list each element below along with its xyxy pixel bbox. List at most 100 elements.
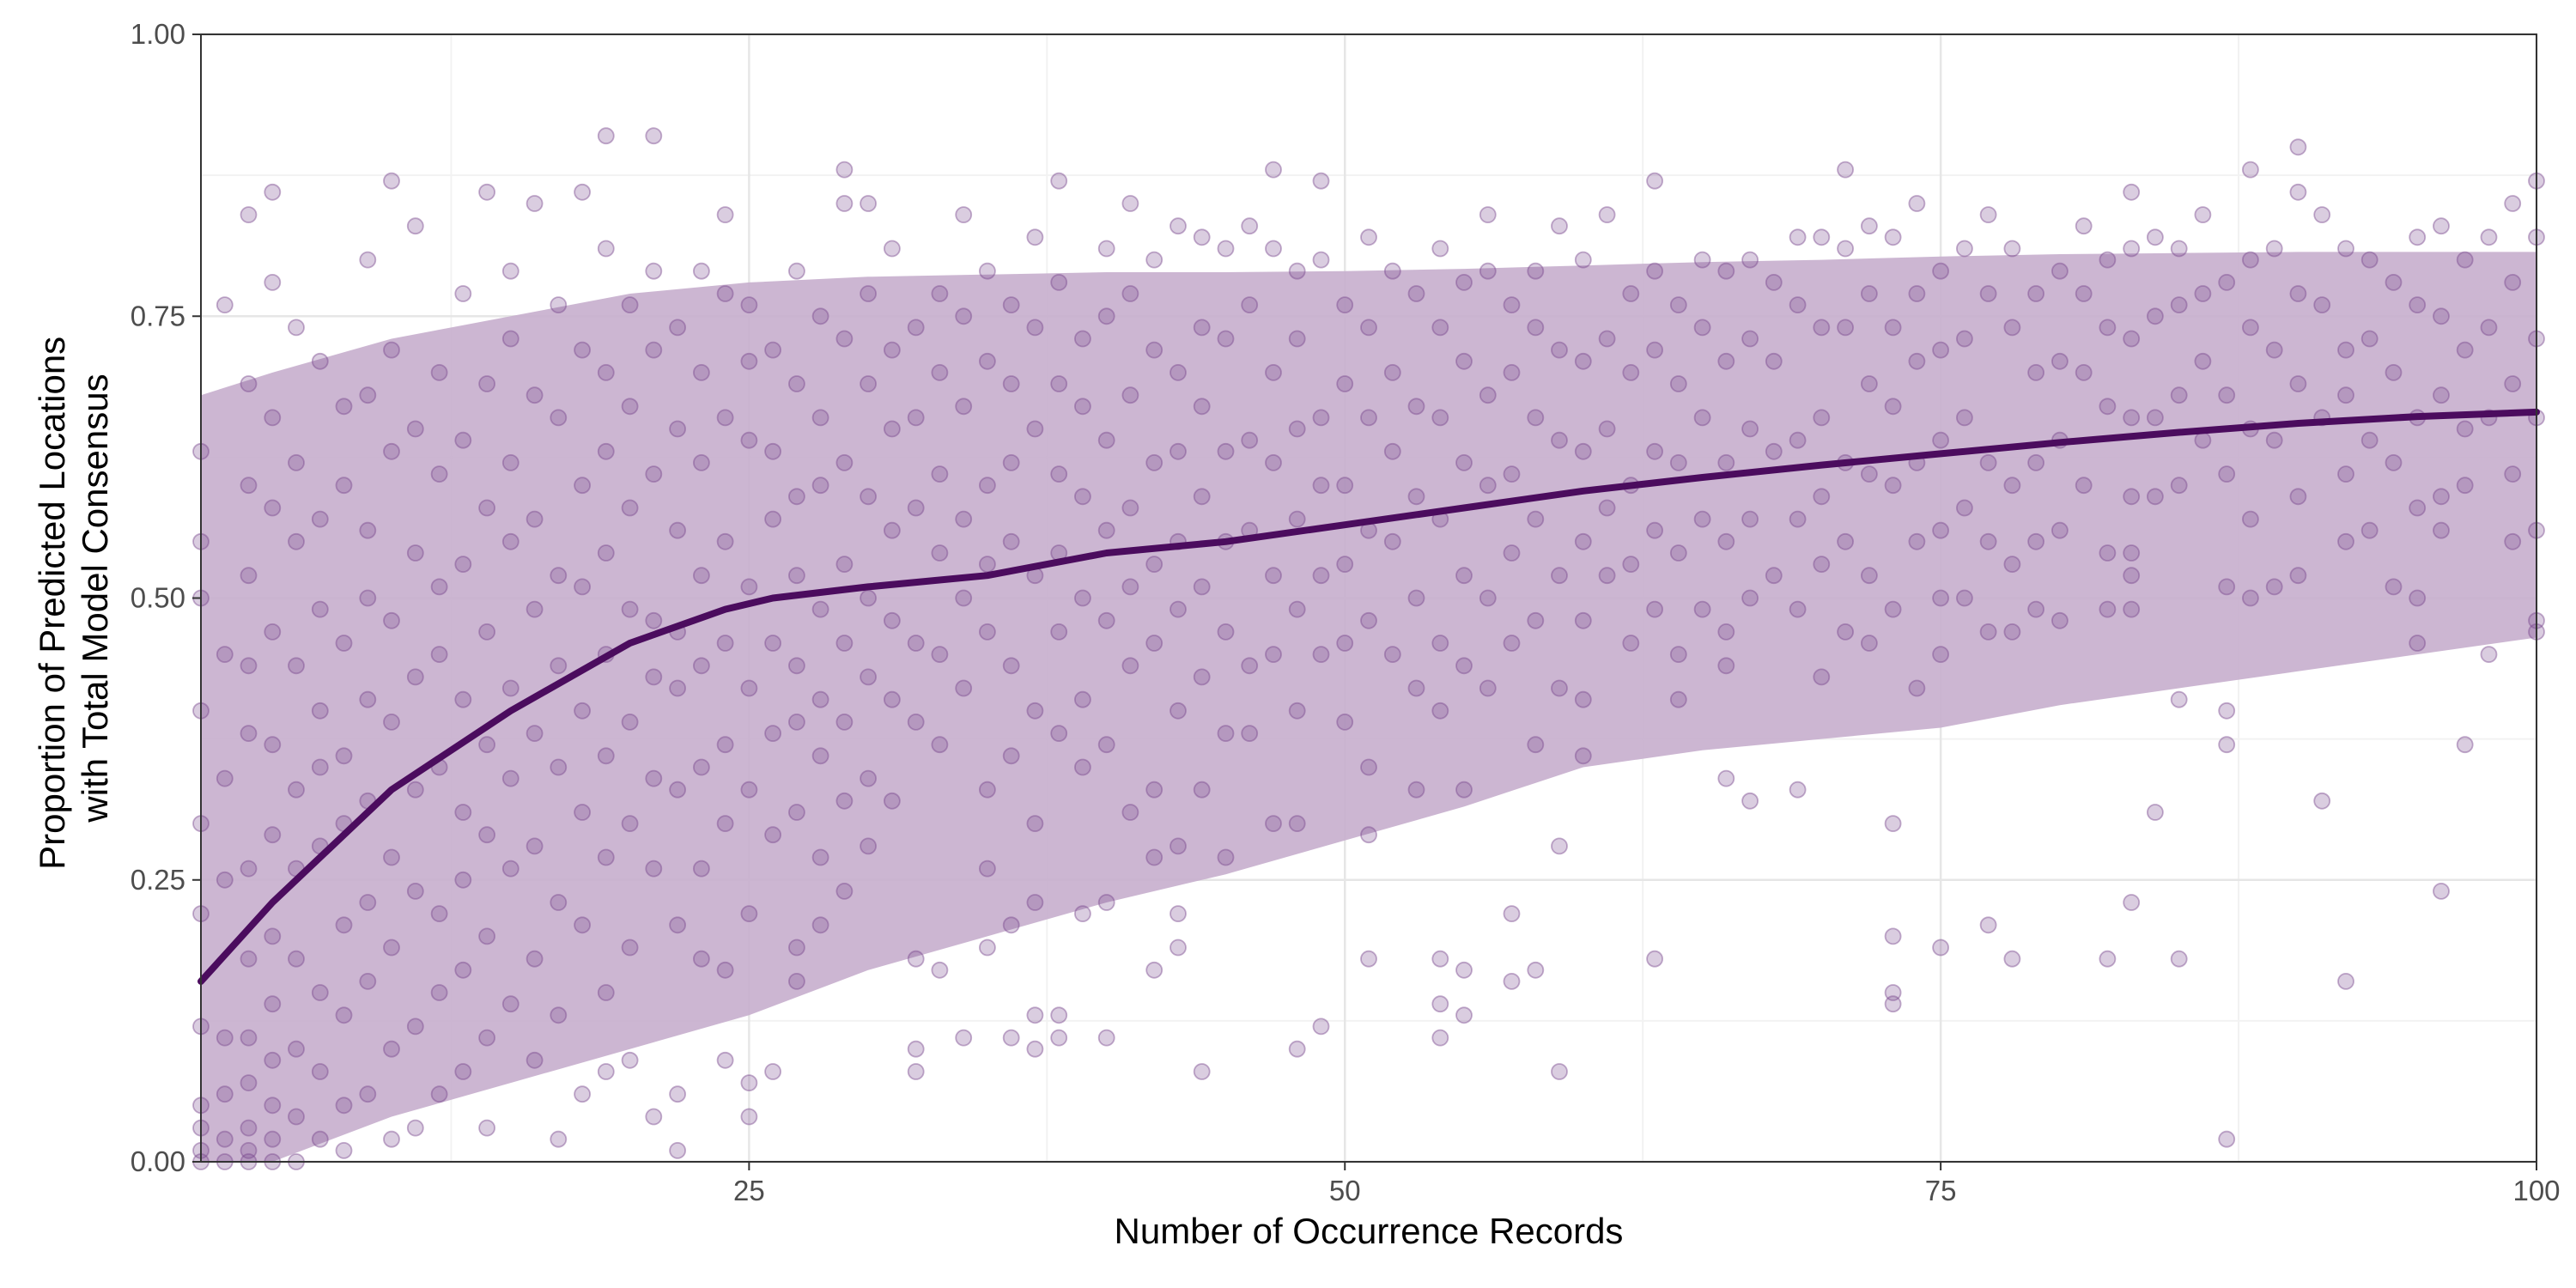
data-point [383,714,400,731]
data-point [1646,172,1663,190]
data-point [240,375,258,392]
data-point [931,465,949,483]
data-point [1622,635,1640,652]
data-point [2123,600,2141,618]
data-point [2123,894,2141,911]
data-point [1193,488,1211,506]
data-point [1050,1029,1068,1047]
data-point [454,871,472,889]
data-point [740,905,758,922]
data-point [574,1085,591,1103]
data-point [645,262,663,280]
data-point [2003,950,2021,968]
data-point [955,398,973,416]
data-point [1908,532,1926,550]
data-point [645,341,663,359]
data-point [501,860,519,878]
data-point [1527,262,1545,280]
data-point [2313,206,2331,224]
data-point [1074,398,1091,416]
y-tick-label: 0.50 [131,582,185,614]
data-point [1789,228,1807,246]
data-point [907,319,925,337]
data-point [2409,589,2427,607]
data-point [1407,781,1425,799]
data-point [740,578,758,596]
data-point [406,668,424,686]
data-point [764,1063,781,1080]
data-point [478,375,495,392]
data-point [1765,352,1783,370]
data-point [359,973,377,990]
data-point [264,826,282,844]
data-point [406,217,424,235]
data-point [2504,195,2522,212]
data-point [2027,285,2045,302]
data-point [478,499,495,517]
data-point [2456,251,2474,269]
data-point [1312,172,1330,190]
data-point [430,984,448,1001]
data-point [550,296,568,314]
data-point [979,781,996,799]
data-point [1026,1006,1044,1024]
data-point [1336,375,1354,392]
data-point [2003,240,2021,258]
data-point [931,961,949,979]
data-point [1121,285,1139,302]
data-point [1288,815,1306,832]
data-point [597,848,615,866]
data-point [1407,488,1425,506]
data-point [2337,386,2354,404]
data-point [979,262,996,280]
data-point [1479,206,1497,224]
data-point [788,567,805,585]
data-point [1145,454,1163,471]
data-point [1265,454,1282,471]
data-point [2218,1130,2236,1148]
data-point [1574,690,1592,708]
data-point [716,1051,734,1069]
data-point [669,1142,686,1159]
trend-line [197,408,2540,985]
data-point [1813,409,1831,427]
data-point [1455,273,1473,291]
data-point [811,409,829,427]
data-point [1598,420,1616,438]
data-point [764,635,781,652]
data-point [264,1051,282,1069]
data-point [1717,623,1735,641]
data-point [1979,623,1997,641]
data-point [2456,736,2474,754]
data-point [693,758,710,776]
data-point [478,1119,495,1137]
data-point [2289,488,2307,506]
data-point [788,375,805,392]
data-point [1622,363,1640,381]
data-point [1217,623,1235,641]
data-point [1121,386,1139,404]
data-point [2075,217,2093,235]
data-point [526,725,544,742]
data-point [454,690,472,708]
data-point [1717,454,1735,471]
data-point [2146,228,2164,246]
data-point [1479,386,1497,404]
data-point [1002,1029,1020,1047]
data-point [1741,330,1759,348]
data-point [2099,398,2117,416]
data-point [1145,556,1163,573]
data-point [2050,352,2069,370]
data-point [311,600,329,618]
data-point [550,1130,568,1148]
data-point [1193,578,1211,596]
data-point [2218,736,2236,754]
data-point [2360,431,2379,449]
data-point [597,240,615,258]
data-point [1455,454,1473,471]
data-point [1050,172,1068,190]
data-point [550,567,568,585]
data-point [1789,431,1807,449]
data-point [1551,217,1568,235]
data-point [2003,556,2021,573]
